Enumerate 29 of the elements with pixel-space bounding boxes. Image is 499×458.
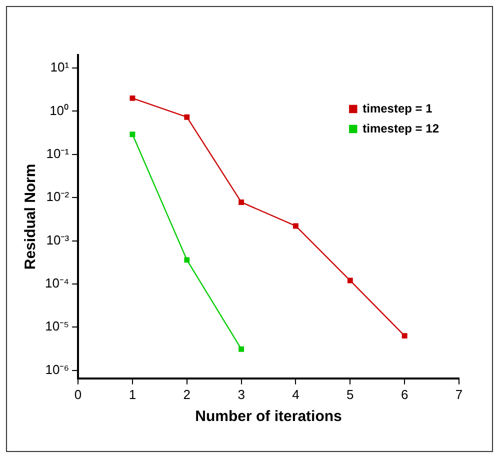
y-axis-title: Residual Norm: [22, 164, 40, 270]
x-axis-title: Number of iterations: [195, 408, 342, 426]
point: [130, 95, 136, 101]
x-tick-label: 6: [400, 386, 408, 402]
point: [402, 333, 408, 339]
legend-label: timestep = 1: [362, 101, 433, 116]
point: [293, 223, 298, 229]
y-tick-label: 10⁻²: [46, 189, 70, 204]
x-tick-label: 2: [183, 386, 191, 402]
y-tick-label: 10⁻⁵: [45, 318, 70, 334]
x-tick-label: 5: [346, 386, 354, 402]
point: [130, 132, 136, 138]
legend-label: timestep = 12: [362, 121, 440, 136]
point: [238, 346, 244, 352]
y-tick-label: 10⁻⁶: [45, 362, 70, 377]
x-tick-label: 4: [292, 386, 300, 402]
x-tick-label: 3: [238, 386, 245, 402]
point: [238, 200, 244, 205]
point: [347, 278, 353, 284]
x-tick-label: 0: [74, 386, 82, 402]
point: [184, 114, 190, 120]
y-tick-label: 10⁻³: [46, 232, 70, 248]
y-tick-label: 10⁻⁴: [45, 276, 70, 291]
y-tick-label: 10⁰: [50, 102, 70, 118]
x-tick-label: 7: [455, 386, 463, 402]
y-tick-label: 10⁻¹: [46, 146, 70, 161]
point: [184, 257, 190, 263]
y-tick-label: 10¹: [50, 60, 70, 75]
x-tick-label: 1: [128, 386, 136, 402]
